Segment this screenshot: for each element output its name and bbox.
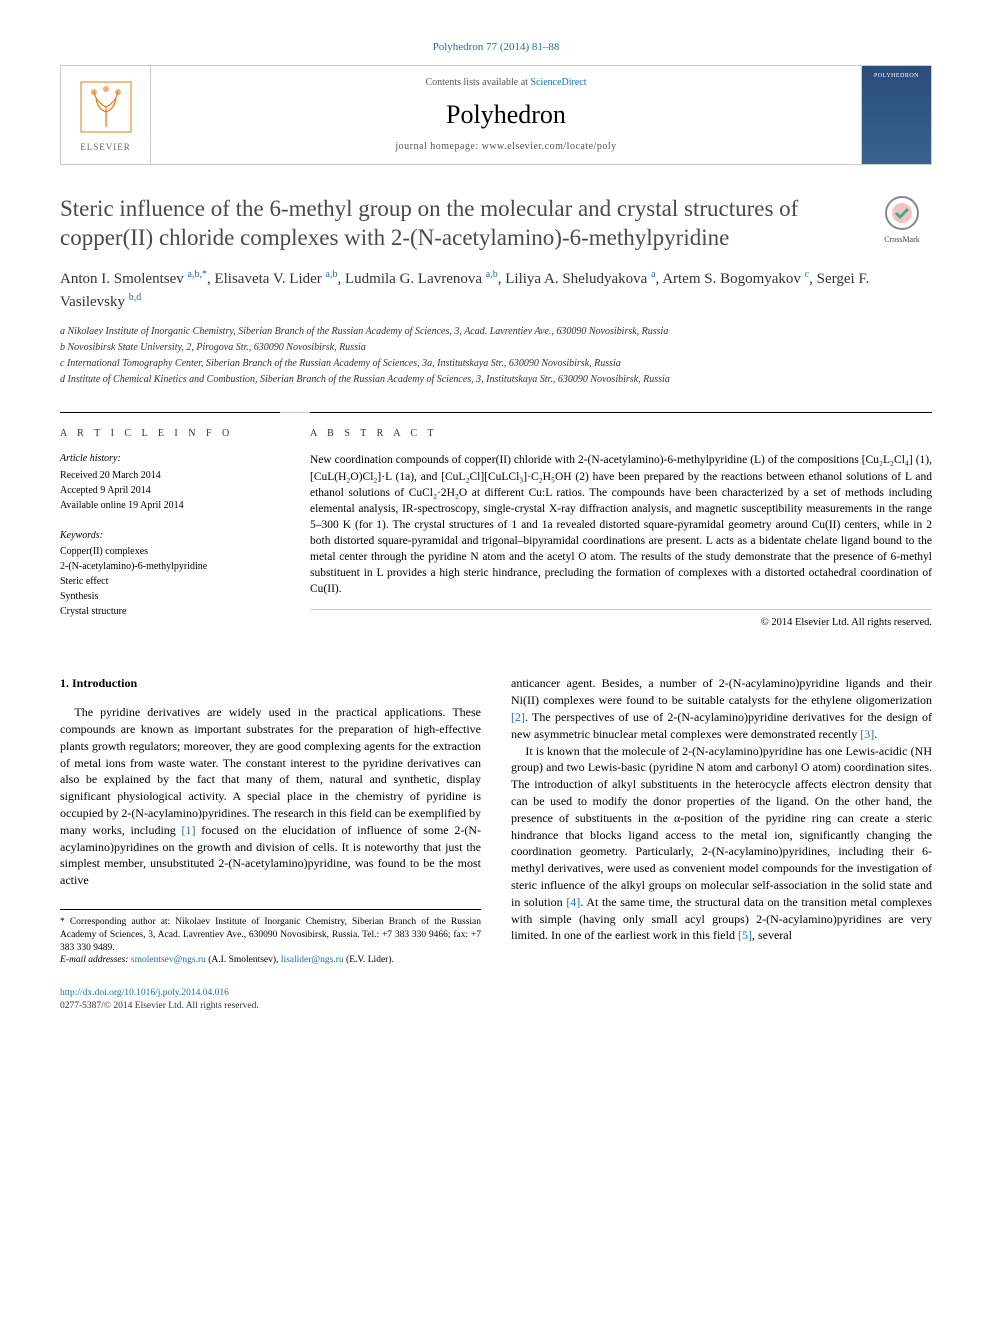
body-paragraph: anticancer agent. Besides, a number of 2…	[511, 675, 932, 742]
article-body: 1. Introduction The pyridine derivatives…	[60, 675, 932, 1012]
body-paragraph: It is known that the molecule of 2-(N-ac…	[511, 743, 932, 945]
article-title: Steric influence of the 6-methyl group o…	[60, 195, 852, 253]
affiliation-c: c International Tomography Center, Siber…	[60, 356, 932, 371]
crossmark-icon	[884, 195, 920, 231]
body-paragraph: The pyridine derivatives are widely used…	[60, 704, 481, 889]
email-who: (A.I. Smolentsev),	[206, 955, 281, 965]
journal-header: ELSEVIER Contents lists available at Sci…	[60, 65, 932, 165]
header-center: Contents lists available at ScienceDirec…	[151, 66, 861, 164]
abstract-text: New coordination compounds of copper(II)…	[310, 452, 932, 610]
contents-prefix: Contents lists available at	[425, 77, 530, 88]
keyword: Copper(II) complexes	[60, 544, 280, 559]
keyword: Crystal structure	[60, 604, 280, 619]
sciencedirect-link[interactable]: ScienceDirect	[530, 77, 586, 88]
abstract-heading: A B S T R A C T	[310, 427, 932, 441]
affiliation-d: d Institute of Chemical Kinetics and Com…	[60, 372, 932, 387]
corresponding-address: * Corresponding author at: Nikolaev Inst…	[60, 916, 481, 954]
email-line: E-mail addresses: smolentsev@ngs.ru (A.I…	[60, 954, 481, 967]
journal-name: Polyhedron	[161, 97, 851, 132]
article-info-heading: A R T I C L E I N F O	[60, 427, 280, 441]
history-label: Article history:	[60, 452, 280, 466]
email-link[interactable]: lisalider@ngs.ru	[281, 955, 344, 965]
section-heading-intro: 1. Introduction	[60, 675, 481, 692]
accepted-date: Accepted 9 April 2014	[60, 483, 280, 498]
abstract-copyright: © 2014 Elsevier Ltd. All rights reserved…	[310, 616, 932, 630]
keyword: Synthesis	[60, 589, 280, 604]
contents-available: Contents lists available at ScienceDirec…	[161, 76, 851, 90]
received-date: Received 20 March 2014	[60, 468, 280, 483]
homepage-prefix: journal homepage:	[395, 141, 481, 152]
online-date: Available online 19 April 2014	[60, 498, 280, 513]
keywords-block: Keywords: Copper(II) complexes 2-(N-acet…	[60, 529, 280, 620]
affiliation-a: a Nikolaev Institute of Inorganic Chemis…	[60, 324, 932, 339]
author-list: Anton I. Smolentsev a,b,*, Elisaveta V. …	[60, 268, 932, 314]
journal-homepage: journal homepage: www.elsevier.com/locat…	[161, 140, 851, 154]
elsevier-tree-icon	[76, 77, 136, 137]
keyword: Steric effect	[60, 574, 280, 589]
affiliations: a Nikolaev Institute of Inorganic Chemis…	[60, 324, 932, 387]
crossmark-badge[interactable]: CrossMark	[872, 195, 932, 246]
article-history: Article history: Received 20 March 2014 …	[60, 452, 280, 513]
corresponding-author-footnote: * Corresponding author at: Nikolaev Inst…	[60, 909, 481, 1013]
publisher-name: ELSEVIER	[80, 141, 131, 153]
crossmark-label: CrossMark	[872, 235, 932, 246]
keywords-label: Keywords:	[60, 529, 280, 543]
doi-link[interactable]: http://dx.doi.org/10.1016/j.poly.2014.04…	[60, 987, 481, 1000]
issn-copyright: 0277-5387/© 2014 Elsevier Ltd. All right…	[60, 1000, 481, 1013]
affiliation-b: b Novosibirsk State University, 2, Pirog…	[60, 340, 932, 355]
abstract-column: A B S T R A C T New coordination compoun…	[310, 412, 932, 636]
journal-cover-thumbnail	[861, 66, 931, 164]
email-link[interactable]: smolentsev@ngs.ru	[131, 955, 206, 965]
email-who: (E.V. Lider).	[344, 955, 394, 965]
publisher-logo: ELSEVIER	[61, 66, 151, 164]
citation-line: Polyhedron 77 (2014) 81–88	[60, 40, 932, 55]
email-label: E-mail addresses:	[60, 955, 131, 965]
keyword: 2-(N-acetylamino)-6-methylpyridine	[60, 559, 280, 574]
homepage-url[interactable]: www.elsevier.com/locate/poly	[482, 141, 617, 152]
article-info-column: A R T I C L E I N F O Article history: R…	[60, 412, 280, 636]
